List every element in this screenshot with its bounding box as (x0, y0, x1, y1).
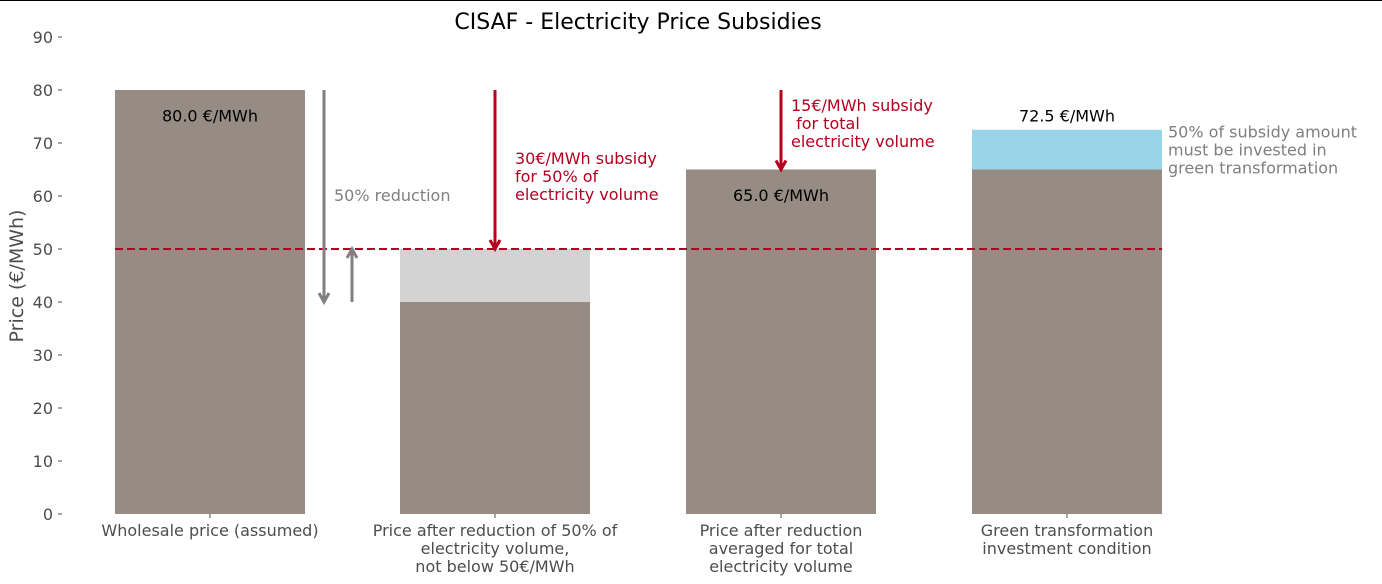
bars (115, 90, 1162, 514)
y-tick-label: 60 (33, 187, 53, 206)
annotation-green-condition: 50% of subsidy amount must be invested in… (1168, 122, 1357, 177)
annotation-subsidy-50: 30€/MWh subsidy for 50% of electricity vol… (515, 149, 659, 204)
annotation-reduction: 50% reduction (334, 186, 450, 205)
y-tick-label: 70 (33, 134, 53, 153)
x-tick-label: Price after reduction averaged for total e… (700, 521, 863, 576)
y-tick-label: 80 (33, 81, 53, 100)
y-tick-label: 0 (43, 505, 53, 524)
y-tick-label: 40 (33, 293, 53, 312)
bar-value-label: 72.5 €/MWh (1019, 107, 1115, 126)
bar-base (972, 169, 1162, 514)
bar-stack (972, 129, 1162, 170)
annotation-subsidy-total: 15€/MWh subsidy for total electricity vol… (791, 96, 935, 151)
bar-base (115, 90, 305, 514)
bar-value-label: 80.0 €/MWh (162, 107, 258, 126)
bar-base (400, 302, 590, 514)
y-tick-label: 30 (33, 346, 53, 365)
y-axis-label: Price (€/MWh) (6, 210, 28, 343)
y-tick-label: 90 (33, 28, 53, 47)
y-tick-label: 20 (33, 399, 53, 418)
bar-base (686, 169, 876, 514)
x-tick-label: Price after reduction of 50% of electrici… (373, 521, 618, 576)
y-axis: 0 10 20 30 40 50 60 70 80 90 (33, 28, 62, 524)
chart-title: CISAF - Electricity Price Subsidies (454, 10, 821, 35)
bar-value-label: 65.0 €/MWh (733, 186, 829, 205)
x-tick-label: Green transformation investment condition (981, 521, 1153, 558)
arrow-head (774, 159, 788, 173)
x-axis: Wholesale price (assumed) Price after red… (101, 514, 1153, 576)
arrow-head (488, 239, 502, 253)
bar-stack (400, 249, 590, 302)
y-tick-label: 50 (33, 240, 53, 259)
arrows (317, 90, 788, 306)
arrow-head (345, 245, 359, 259)
y-tick-label: 10 (33, 452, 53, 471)
arrow-head (317, 292, 331, 306)
bar-labels: 80.0 €/MWh 65.0 €/MWh 72.5 €/MWh (162, 107, 1115, 206)
annotations: 50% reduction 30€/MWh subsidy for 50% of el… (334, 96, 1357, 205)
x-tick-label: Wholesale price (assumed) (101, 521, 318, 540)
